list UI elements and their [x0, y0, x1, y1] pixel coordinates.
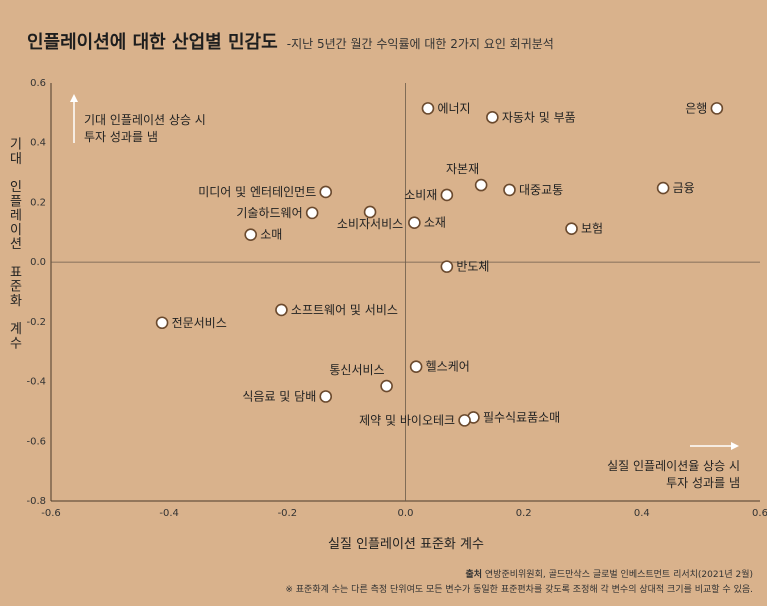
x-tick-label: 0.0 — [398, 508, 414, 519]
scatter-point — [409, 360, 423, 373]
scatter-point — [408, 216, 421, 230]
note-top-left-line2: 투자 성과를 냄 — [84, 130, 158, 144]
point-label: 소매 — [260, 228, 282, 242]
note-top-left: 기대 인플레이션 상승 시 투자 성과를 냄 — [70, 94, 206, 144]
x-tick-label: 0.4 — [634, 508, 650, 519]
point-label: 대중교통 — [519, 183, 563, 197]
point-label: 전문서비스 — [172, 316, 227, 330]
scatter-point — [275, 303, 288, 317]
tick-labels: -0.6 -0.4 -0.2 0.0 0.2 0.4 0.6 0.6 0.4 0.2 0.0 -0.2… — [26, 78, 767, 519]
footer: 출처 연방준비위원회, 골드만삭스 글로벌 인베스트먼트 리서치(2021년 2… — [285, 567, 753, 595]
point-label: 소프트웨어 및 서비스 — [291, 303, 398, 317]
note-top-left-line1: 기대 인플레이션 상승 시 — [84, 113, 206, 127]
point-label: 통신서비스 — [329, 363, 384, 377]
chart-title: 인플레이션에 대한 산업별 민감도 — [27, 32, 278, 53]
x-tick-label: 0.6 — [752, 508, 767, 519]
scatter-point — [458, 414, 471, 427]
point-label: 자본재 — [446, 162, 479, 176]
footer-note: ※ 표준화계 수는 다른 측정 단위여도 모든 변수가 동일한 표준편차를 갖도… — [285, 585, 753, 595]
chart-axes — [50, 83, 760, 502]
point-label: 소비자서비스 — [337, 217, 403, 231]
scatter-point — [440, 260, 454, 273]
point-label: 헬스케어 — [426, 360, 470, 374]
y-tick-label: -0.8 — [26, 496, 46, 507]
source-label: 출처 — [465, 570, 483, 580]
x-axis-title: 실질 인플레이션 표준화 계수 — [328, 537, 484, 552]
x-tick-label: 0.2 — [516, 508, 532, 519]
scatter-point — [421, 102, 435, 115]
note-bottom-right: 실질 인플레이션율 상승 시 투자 성과를 냄 — [607, 442, 740, 490]
point-label: 필수식료품소매 — [483, 410, 560, 424]
source-text: 연방준비위원회, 골드만삭스 글로벌 인베스트먼트 리서치(2021년 2월) — [484, 570, 753, 580]
scatter-point — [319, 185, 333, 199]
point-label: 에너지 — [437, 101, 470, 115]
point-label: 반도체 — [456, 260, 489, 274]
scatter-point — [155, 316, 169, 330]
y-tick-label: 0.4 — [30, 138, 46, 149]
scatter-point — [440, 188, 454, 202]
note-bottom-right-line2: 투자 성과를 냄 — [666, 476, 740, 490]
scatter-point — [380, 379, 393, 393]
point-label: 보험 — [581, 222, 603, 236]
y-tick-label: -0.2 — [26, 317, 46, 328]
point-label: 은행 — [685, 100, 707, 115]
chart-subtitle: -지난 5년간 월간 수익률에 대한 2가지 요인 회귀분석 — [286, 37, 554, 51]
point-label: 기술하드웨어 — [236, 206, 302, 220]
title-row: 인플레이션에 대한 산업별 민감도 -지난 5년간 월간 수익률에 대한 2가지… — [27, 28, 554, 54]
scatter-point — [565, 222, 578, 236]
point-label: 소재 — [424, 216, 446, 230]
point-label: 식음료 및 담배 — [242, 390, 316, 404]
scatter-point — [656, 181, 670, 195]
y-tick-label: -0.4 — [26, 377, 46, 388]
y-tick-label: 0.2 — [30, 197, 46, 208]
scatter-point — [305, 206, 319, 220]
scatter-point — [503, 183, 516, 197]
point-label: 미디어 및 엔터테인먼트 — [198, 185, 316, 199]
point-label: 제약 및 바이오테크 — [359, 412, 455, 427]
scatter-point — [363, 205, 377, 219]
note-bottom-right-line1: 실질 인플레이션율 상승 시 — [607, 459, 740, 473]
x-tick-label: -0.2 — [278, 508, 298, 519]
point-label: 금융 — [673, 181, 695, 195]
scatter-point — [710, 102, 724, 115]
x-tick-label: -0.6 — [41, 508, 61, 519]
scatter-point — [244, 228, 258, 241]
x-tick-label: -0.4 — [159, 508, 179, 519]
scatter-point — [486, 111, 499, 124]
y-tick-label: -0.6 — [26, 436, 46, 447]
y-tick-label: 0.0 — [30, 257, 46, 268]
point-label: 소비재 — [404, 188, 437, 202]
footer-source: 출처 연방준비위원회, 골드만삭스 글로벌 인베스트먼트 리서치(2021년 2… — [285, 567, 753, 580]
arrow-up-head — [70, 94, 78, 102]
point-label: 자동차 및 부품 — [502, 110, 576, 124]
scatter-point — [474, 178, 488, 192]
arrow-right-head — [731, 442, 739, 450]
scatter-point — [319, 390, 333, 403]
y-tick-label: 0.6 — [30, 78, 46, 89]
